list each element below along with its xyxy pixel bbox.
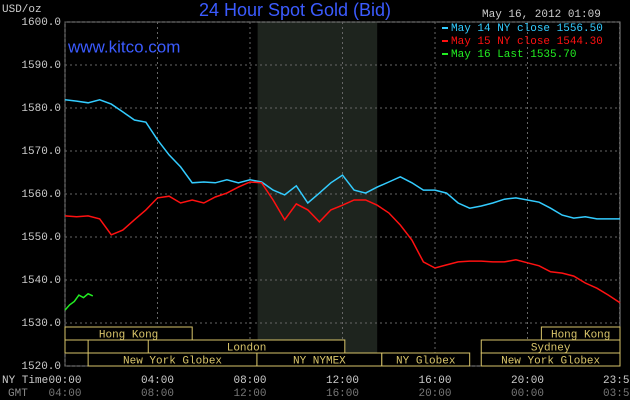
session-box bbox=[64, 326, 193, 341]
series-line bbox=[64, 99, 620, 220]
session-box bbox=[381, 352, 471, 367]
gmt-tick-label: 04:00 bbox=[48, 388, 81, 400]
gmt-tick-label: 03:59 bbox=[603, 388, 630, 400]
session-label: NY NYMEX bbox=[293, 355, 346, 367]
session-label: Hong Kong bbox=[551, 329, 610, 341]
y-tick-label: 1560.0 bbox=[21, 189, 61, 201]
time-row-label: GMT bbox=[8, 388, 28, 400]
session-box bbox=[480, 352, 621, 367]
watermark: www.kitco.com bbox=[67, 37, 180, 56]
legend-label: May 15 NY close 1544.30 bbox=[451, 36, 603, 48]
session-label: New York Globex bbox=[123, 355, 222, 367]
x-tick-label: 23:59 bbox=[603, 375, 630, 387]
timestamp: May 16, 2012 01:09 bbox=[482, 9, 601, 21]
y-tick-label: 1580.0 bbox=[21, 103, 61, 115]
x-tick-label: 04:00 bbox=[141, 375, 174, 387]
x-tick-label: 08:00 bbox=[233, 375, 266, 387]
y-label: USD/oz bbox=[2, 4, 42, 16]
gmt-tick-label: 00:00 bbox=[511, 388, 544, 400]
x-tick-label: 16:00 bbox=[418, 375, 451, 387]
gmt-tick-label: 16:00 bbox=[326, 388, 359, 400]
gmt-tick-label: 20:00 bbox=[418, 388, 451, 400]
session-label: New York Globex bbox=[501, 355, 600, 367]
legend-label: May 16 Last 1535.70 bbox=[451, 49, 576, 61]
gmt-tick-label: 12:00 bbox=[233, 388, 266, 400]
y-tick-label: 1520.0 bbox=[21, 361, 61, 373]
series-line bbox=[64, 181, 621, 304]
x-tick-label: 00:00 bbox=[48, 375, 81, 387]
y-tick-label: 1570.0 bbox=[21, 146, 61, 158]
session-box bbox=[64, 339, 89, 354]
session-label: Sydney bbox=[531, 342, 571, 354]
session-label: NY Globex bbox=[396, 355, 456, 367]
y-tick-label: 1590.0 bbox=[21, 60, 61, 72]
series-line bbox=[64, 292, 94, 311]
session-label: Hong Kong bbox=[99, 329, 158, 341]
legend-label: May 14 NY close 1556.50 bbox=[451, 23, 603, 35]
gmt-tick-label: 08:00 bbox=[141, 388, 174, 400]
chart-title: 24 Hour Spot Gold (Bid) bbox=[199, 0, 391, 20]
session-label: London bbox=[227, 342, 267, 354]
y-tick-label: 1550.0 bbox=[21, 232, 61, 244]
y-tick-label: 1600.0 bbox=[21, 17, 61, 29]
y-tick-label: 1530.0 bbox=[21, 318, 61, 330]
x-tick-label: 20:00 bbox=[511, 375, 544, 387]
y-tick-label: 1540.0 bbox=[21, 275, 61, 287]
time-row-label: NY Time bbox=[2, 375, 48, 387]
x-tick-label: 12:00 bbox=[326, 375, 359, 387]
